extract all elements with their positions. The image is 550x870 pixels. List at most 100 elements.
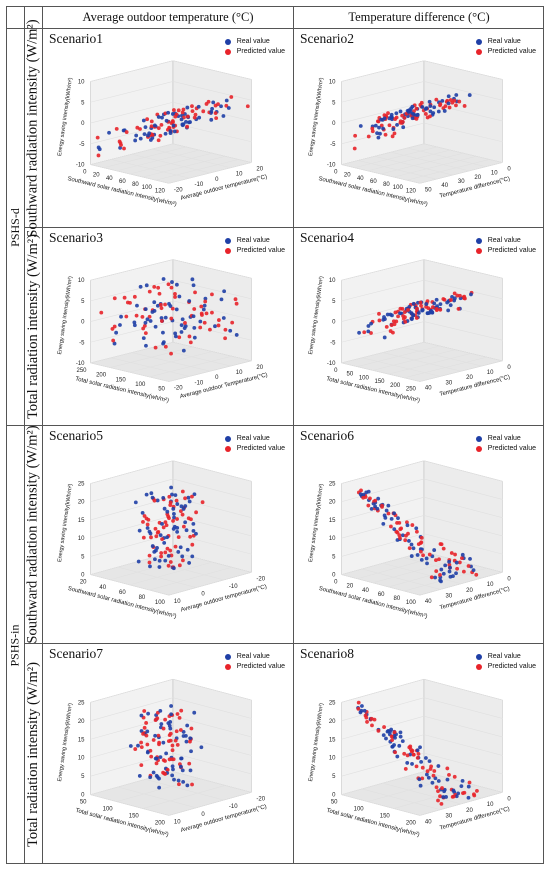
point-real [165, 535, 169, 540]
point-predicted [399, 526, 404, 531]
point-predicted [392, 131, 397, 136]
point-predicted [149, 119, 154, 124]
point-real [141, 118, 146, 123]
legend-dot-predicted [475, 49, 482, 55]
z-tick-label: 15 [78, 737, 85, 743]
point-real [174, 307, 179, 312]
point-predicted [438, 102, 443, 106]
point-real [386, 503, 391, 508]
point-real [191, 521, 196, 526]
point-real [432, 105, 437, 110]
point-real [456, 791, 461, 796]
legend-dot-real [475, 654, 482, 660]
point-predicted [170, 119, 175, 123]
z-tick-label: 0 [332, 121, 336, 127]
point-predicted [214, 116, 219, 121]
point-real [410, 316, 414, 321]
point-predicted [114, 126, 119, 131]
point-predicted [147, 553, 152, 558]
point-real [382, 513, 387, 518]
point-predicted [439, 801, 444, 806]
point-real [119, 314, 123, 319]
z-tick-label: 15 [329, 518, 336, 524]
point-real [428, 104, 433, 108]
y-tick-label: 0 [507, 796, 511, 802]
point-predicted [386, 511, 391, 516]
point-real [136, 559, 141, 564]
point-real [153, 557, 157, 562]
legend-item-predicted: Predicted value [475, 662, 536, 672]
z-tick-label: 5 [81, 299, 85, 305]
z-tick-label: 10 [329, 278, 336, 284]
point-predicted [208, 327, 212, 332]
x-tick-label: 100 [155, 600, 166, 606]
y-tick-label: 0 [507, 365, 511, 371]
point-predicted [170, 306, 175, 311]
point-predicted [141, 731, 145, 736]
z-tick-label: 0 [81, 121, 85, 127]
point-real [179, 117, 184, 122]
point-real [144, 283, 149, 288]
point-real [379, 117, 384, 122]
x-tick-label: 60 [119, 590, 126, 596]
x-tick-label: 60 [370, 179, 377, 185]
point-predicted [401, 316, 406, 321]
point-real [136, 743, 140, 748]
scenario-title: Scenario8 [300, 646, 354, 661]
divider-header [6, 28, 544, 29]
point-real [411, 546, 416, 551]
point-real [146, 711, 151, 716]
legend-item-predicted: Predicted value [224, 662, 285, 672]
point-real [176, 550, 181, 554]
point-predicted [434, 306, 439, 311]
point-predicted [167, 733, 172, 738]
point-predicted [457, 560, 462, 565]
point-real [219, 104, 223, 109]
point-real [150, 310, 155, 314]
point-predicted [173, 291, 177, 296]
legend-label-real: Real value [236, 38, 270, 45]
y-tick-label: 0 [215, 177, 219, 183]
legend-dot-real [224, 238, 231, 244]
point-predicted [190, 494, 194, 499]
point-predicted [467, 780, 472, 785]
y-tick-label: -20 [174, 187, 183, 193]
point-real [148, 531, 153, 536]
z-tick-label: 25 [78, 482, 85, 488]
legend-dot-real [475, 238, 482, 244]
point-real [375, 506, 380, 511]
point-predicted [177, 715, 182, 720]
point-real [397, 743, 402, 748]
point-predicted [230, 320, 235, 325]
point-real [420, 105, 425, 109]
y-tick-label: 30 [446, 814, 453, 820]
point-real [441, 571, 446, 576]
z-tick-label: -5 [330, 142, 336, 148]
point-real [135, 303, 139, 308]
y-tick-label: 10 [487, 582, 494, 588]
point-real [222, 289, 227, 294]
point-real [177, 294, 182, 299]
point-real [132, 320, 137, 325]
z-tick-label: 15 [329, 737, 336, 743]
point-predicted [180, 110, 185, 115]
point-predicted [460, 556, 464, 561]
point-predicted [169, 351, 173, 356]
point-real [426, 775, 431, 780]
point-real [446, 101, 451, 106]
point-predicted [152, 284, 157, 289]
point-real [161, 740, 166, 745]
z-axis-label: Energy saving intensity(kWh/m²) [57, 483, 74, 562]
z-tick-label: 0 [81, 320, 85, 326]
point-real [169, 485, 174, 490]
point-real [366, 489, 371, 494]
point-predicted [426, 306, 431, 311]
point-predicted [410, 523, 415, 527]
point-real [360, 704, 364, 708]
point-real [407, 539, 411, 543]
point-predicted [466, 564, 471, 568]
x-tick-label: 20 [80, 580, 87, 586]
point-predicted [172, 108, 176, 112]
z-axis-label: Energy saving intensity(kWh/m²) [308, 703, 325, 782]
